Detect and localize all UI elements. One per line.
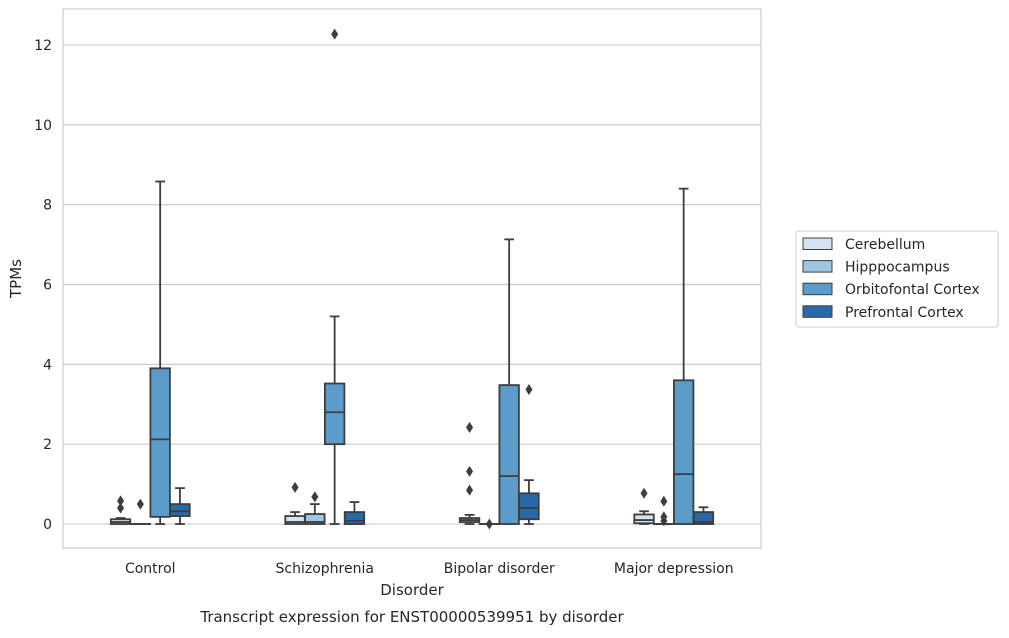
- box-series: [111, 29, 713, 530]
- box-orbitofontal-cortex: [150, 181, 170, 524]
- y-tick-label: 8: [43, 198, 52, 214]
- x-tick-label: Schizophrenia: [276, 561, 374, 577]
- box-orbitofontal-cortex: [325, 29, 345, 524]
- y-tick-label: 2: [43, 437, 52, 453]
- box-body: [170, 504, 190, 516]
- box-cerebellum: [634, 488, 654, 524]
- legend-label: Prefrontal Cortex: [845, 305, 964, 321]
- outlier-point: [641, 488, 648, 499]
- legend: Cerebellum Hipppocampus Orbitofontal Corte…: [796, 231, 998, 327]
- outlier-point: [466, 466, 473, 477]
- box-orbitofontal-cortex: [674, 189, 694, 524]
- x-axis-label: Disorder: [380, 581, 444, 599]
- y-tick-label: 0: [43, 517, 52, 533]
- legend-label: Hipppocampus: [845, 260, 950, 276]
- outlier-point: [137, 499, 144, 510]
- y-tick-label: 12: [34, 38, 52, 54]
- outlier-point: [486, 519, 493, 530]
- x-tick-labels: Control Schizophrenia Bipolar disorder Majo…: [125, 561, 734, 577]
- box-cerebellum: [285, 482, 305, 524]
- legend-swatch: [803, 306, 832, 318]
- box-orbitofontal-cortex: [499, 239, 519, 524]
- box-hipppocampus: [654, 496, 674, 527]
- y-tick-label: 10: [34, 118, 52, 134]
- y-tick-labels: 0 2 4 6 8 10 12: [34, 38, 52, 533]
- x-tick-label: Bipolar disorder: [444, 561, 555, 577]
- box-body: [634, 514, 654, 523]
- outlier-point: [292, 482, 299, 493]
- box-prefrontal-cortex: [694, 507, 714, 524]
- legend-label: Orbitofontal Cortex: [845, 282, 980, 298]
- y-tick-label: 6: [43, 277, 52, 293]
- legend-swatch: [803, 283, 832, 295]
- outlier-point: [466, 485, 473, 496]
- box-body: [499, 385, 519, 524]
- y-axis-label: TPMs: [7, 259, 25, 299]
- chart-caption: Transcript expression for ENST0000053995…: [199, 608, 624, 626]
- outlier-point: [466, 422, 473, 433]
- box-hipppocampus: [480, 519, 500, 530]
- box-body: [150, 368, 170, 517]
- x-tick-label: Major depression: [614, 561, 734, 577]
- legend-swatch: [803, 238, 832, 250]
- legend-swatch: [803, 261, 832, 273]
- box-body: [519, 493, 539, 519]
- box-prefrontal-cortex: [519, 384, 539, 524]
- y-tick-label: 4: [43, 357, 52, 373]
- box-prefrontal-cortex: [170, 488, 190, 524]
- box-cerebellum: [111, 495, 131, 524]
- outlier-point: [331, 29, 338, 40]
- box-cerebellum: [460, 422, 480, 524]
- outlier-point: [117, 495, 124, 506]
- box-body: [325, 384, 345, 445]
- outlier-point: [660, 496, 667, 507]
- box-prefrontal-cortex: [345, 502, 365, 524]
- box-body: [674, 380, 694, 524]
- box-body: [345, 512, 365, 524]
- legend-label: Cerebellum: [845, 237, 925, 253]
- outlier-point: [311, 491, 318, 502]
- box-hipppocampus: [305, 491, 325, 524]
- x-tick-label: Control: [125, 561, 176, 577]
- outlier-point: [525, 384, 532, 395]
- box-hipppocampus: [131, 499, 151, 524]
